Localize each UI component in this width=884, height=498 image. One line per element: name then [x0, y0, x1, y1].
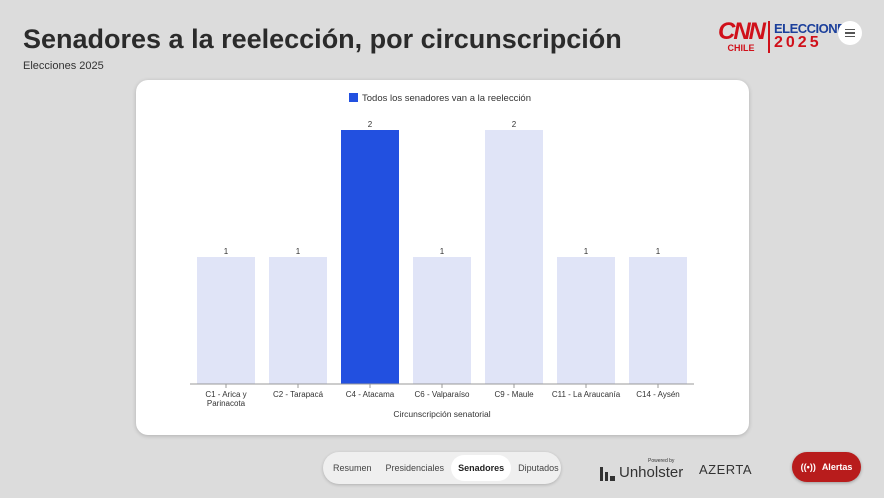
page-title: Senadores a la reelección, por circunscr… [23, 24, 622, 54]
broadcast-icon: ((•)) [800, 462, 816, 472]
nav-presidenciales[interactable]: Presidenciales [385, 463, 445, 473]
bar [197, 257, 255, 384]
page-subtitle: Elecciones 2025 [23, 60, 104, 72]
x-tick-label: Parinacota [207, 399, 246, 408]
data-label: 1 [656, 247, 661, 256]
x-tick-label: C4 - Atacama [346, 390, 395, 399]
bar [269, 257, 327, 384]
x-tick-label: C11 - La Araucanía [552, 390, 621, 399]
x-axis-label: Circunscripción senatorial [393, 409, 490, 419]
legend-label: Todos los senadores van a la reelección [362, 93, 531, 104]
legend-swatch [349, 93, 358, 102]
chart-card: Todos los senadores van a la reelección 1… [136, 80, 749, 435]
azerta-logo: AZERTA [699, 462, 753, 477]
hamburger-menu-icon[interactable] [838, 21, 862, 45]
x-tick-label: C2 - Tarapacá [273, 390, 324, 399]
section-nav: Resumen Presidenciales Senadores Diputad… [323, 452, 561, 484]
bar [629, 257, 687, 384]
unholster-mark-icon [600, 467, 615, 481]
bar [341, 130, 399, 384]
bar-chart: Todos los senadores van a la reelección 1… [190, 93, 694, 419]
nav-senadores[interactable]: Senadores [451, 455, 512, 481]
cnn-elecciones-logo: CNN CHILE ELECCIONES 2025 [718, 18, 854, 53]
data-label: 1 [296, 247, 301, 256]
nav-diputados[interactable]: Diputados [518, 463, 559, 473]
data-label: 1 [584, 247, 589, 256]
data-label: 1 [224, 247, 229, 256]
bar [557, 257, 615, 384]
x-tick-label: C1 - Arica y [205, 390, 246, 399]
nav-resumen[interactable]: Resumen [333, 463, 372, 473]
data-label: 2 [512, 120, 517, 129]
data-label: 2 [368, 120, 373, 129]
x-tick-label: C14 - Aysén [636, 390, 679, 399]
alerts-button[interactable]: ((•)) Alertas [792, 452, 861, 482]
x-tick-label: C6 - Valparaíso [415, 390, 471, 399]
unholster-logo: Powered by Unholster [600, 458, 683, 481]
x-tick-label: C9 - Maule [494, 390, 534, 399]
bar [485, 130, 543, 384]
data-label: 1 [440, 247, 445, 256]
bar [413, 257, 471, 384]
